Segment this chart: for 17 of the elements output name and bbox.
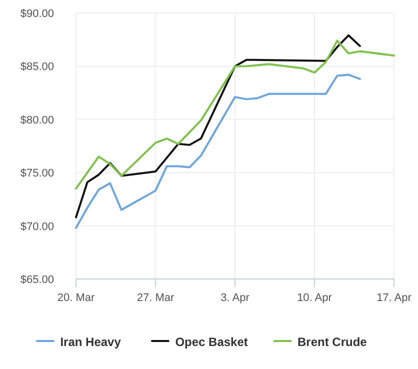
x-tick-label: 27. Mar — [136, 292, 174, 304]
y-tick-label: $65.00 — [20, 274, 54, 286]
x-tick-label: 17. Apr — [376, 292, 412, 304]
y-tick-label: $85.00 — [20, 61, 54, 74]
legend-label: Opec Basket — [175, 335, 248, 349]
y-tick-label: $80.00 — [20, 114, 54, 126]
y-tick-label: $70.00 — [20, 220, 54, 233]
legend-label: Iran Heavy — [60, 335, 122, 349]
x-tick-label: 10. Apr — [297, 292, 332, 304]
line-series — [75, 74, 361, 229]
line-series — [75, 34, 361, 218]
y-tick-label: $75.00 — [20, 168, 54, 180]
legend-label: Brent Crude — [298, 335, 368, 349]
y-tick-label: $90.00 — [20, 8, 54, 20]
x-tick-label: 3. Apr — [220, 292, 250, 304]
x-tick-label: 20. Mar — [57, 292, 95, 304]
line-series — [75, 40, 395, 190]
